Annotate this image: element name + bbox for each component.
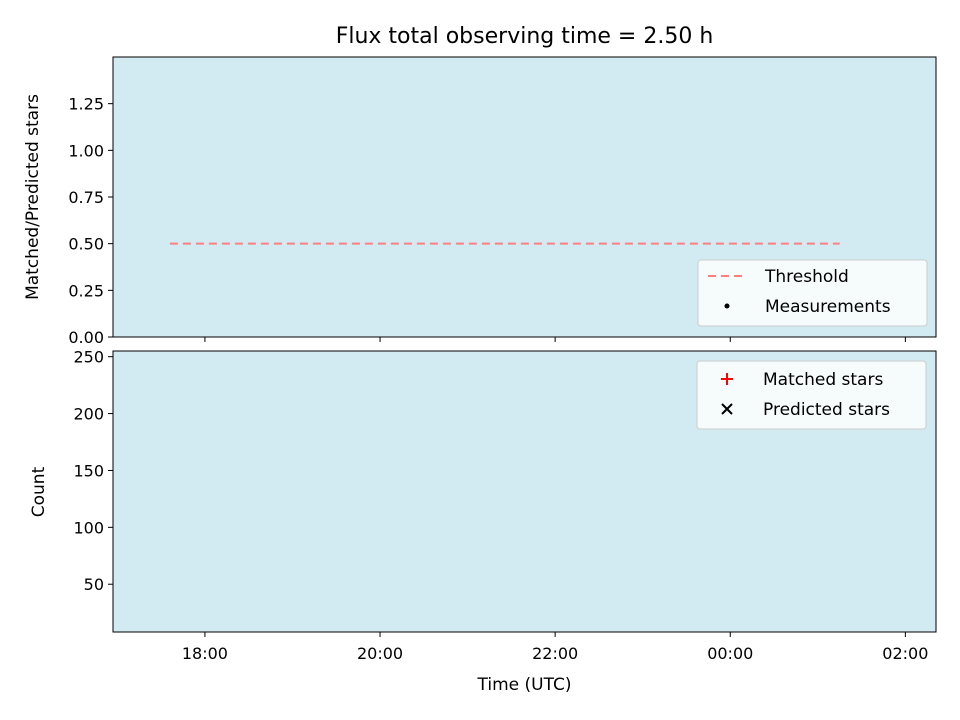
matched-legend-swatch	[721, 373, 733, 385]
ratio-panel: 0.00 0.25 0.50 0.75 1.00 1.25 Flux total obse…	[23, 24, 937, 347]
count-y-ticks: 50 100 150 200 250	[73, 348, 113, 594]
ratio-legend: Threshold Measurements	[697, 259, 928, 327]
chart-title: Flux total observing time = 2.50 h	[336, 24, 714, 49]
count-axes-frame	[112, 350, 937, 633]
x-tick-label: 02:00	[882, 644, 928, 663]
x-tick-label: 18:00	[182, 644, 228, 663]
y-tick-label: 0.00	[68, 328, 104, 347]
count-panel: 50 100 150 200 250 18:00 20:00 22:00 00:00 02:00…	[29, 348, 937, 695]
y-tick-label: 0.50	[68, 235, 104, 254]
y-tick-label: 250	[73, 348, 104, 367]
ratio-y-ticks: 0.00 0.25 0.50 0.75 1.00 1.25	[68, 95, 113, 347]
predicted-legend-label: Predicted stars	[763, 400, 890, 420]
count-legend: Matched stars Predicted stars	[696, 360, 927, 430]
y-tick-label: 1.25	[68, 95, 104, 114]
x-tick-label: 22:00	[532, 644, 578, 663]
ratio-legend-box	[697, 259, 928, 327]
count-y-label: Count	[29, 466, 49, 517]
measurements-legend-label: Measurements	[765, 297, 891, 317]
y-tick-label: 50	[84, 575, 104, 594]
predicted-legend-swatch	[721, 403, 733, 415]
count-legend-box	[696, 360, 927, 430]
matched-legend-label: Matched stars	[763, 370, 883, 390]
y-tick-label: 200	[73, 405, 104, 424]
ratio-y-label: Matched/Predicted stars	[23, 94, 43, 300]
measurements-legend-swatch	[724, 303, 730, 309]
y-tick-label: 150	[73, 461, 104, 480]
y-tick-label: 1.00	[68, 141, 104, 160]
y-tick-label: 100	[73, 518, 104, 537]
y-tick-label: 0.25	[68, 281, 104, 300]
x-tick-label: 20:00	[357, 644, 403, 663]
ratio-x-ticks	[204, 337, 906, 342]
y-tick-label: 0.75	[68, 188, 104, 207]
x-axis-label: Time (UTC)	[477, 675, 572, 695]
threshold-legend-label: Threshold	[764, 267, 849, 287]
x-tick-label: 00:00	[707, 644, 753, 663]
